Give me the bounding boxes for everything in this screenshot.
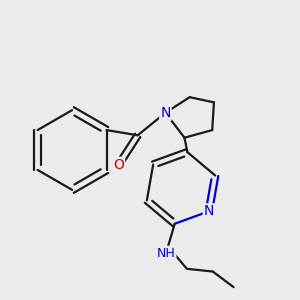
Text: O: O [113,158,124,172]
Text: N: N [204,204,214,218]
Text: NH: NH [157,247,175,260]
Text: N: N [160,106,171,120]
